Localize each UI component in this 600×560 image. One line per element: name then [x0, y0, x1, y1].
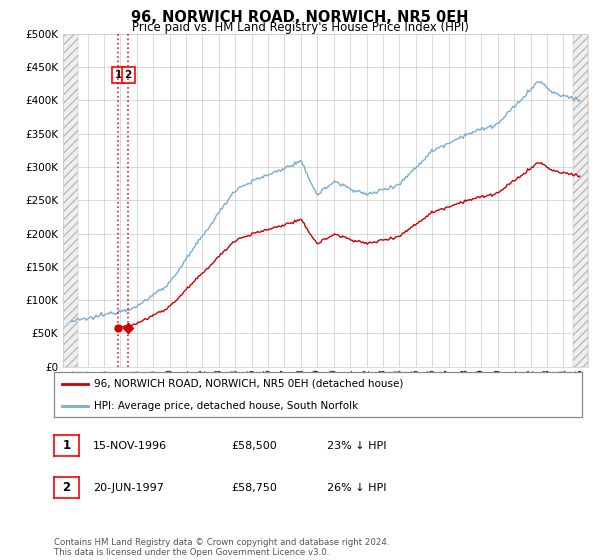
Text: 2: 2: [125, 70, 132, 80]
Text: 1: 1: [115, 70, 122, 80]
Text: Contains HM Land Registry data © Crown copyright and database right 2024.
This d: Contains HM Land Registry data © Crown c…: [54, 538, 389, 557]
Text: 2: 2: [62, 481, 71, 494]
Text: HPI: Average price, detached house, South Norfolk: HPI: Average price, detached house, Sout…: [94, 401, 358, 411]
Text: 96, NORWICH ROAD, NORWICH, NR5 0EH: 96, NORWICH ROAD, NORWICH, NR5 0EH: [131, 10, 469, 25]
Text: Price paid vs. HM Land Registry's House Price Index (HPI): Price paid vs. HM Land Registry's House …: [131, 21, 469, 34]
Text: 1: 1: [62, 439, 71, 452]
Text: 26% ↓ HPI: 26% ↓ HPI: [327, 483, 386, 493]
Text: 15-NOV-1996: 15-NOV-1996: [93, 441, 167, 451]
Text: 96, NORWICH ROAD, NORWICH, NR5 0EH (detached house): 96, NORWICH ROAD, NORWICH, NR5 0EH (deta…: [94, 379, 403, 389]
Text: £58,500: £58,500: [231, 441, 277, 451]
Text: 23% ↓ HPI: 23% ↓ HPI: [327, 441, 386, 451]
Text: 20-JUN-1997: 20-JUN-1997: [93, 483, 164, 493]
Bar: [573, 34, 588, 367]
Bar: [63, 34, 78, 367]
Text: £58,750: £58,750: [231, 483, 277, 493]
